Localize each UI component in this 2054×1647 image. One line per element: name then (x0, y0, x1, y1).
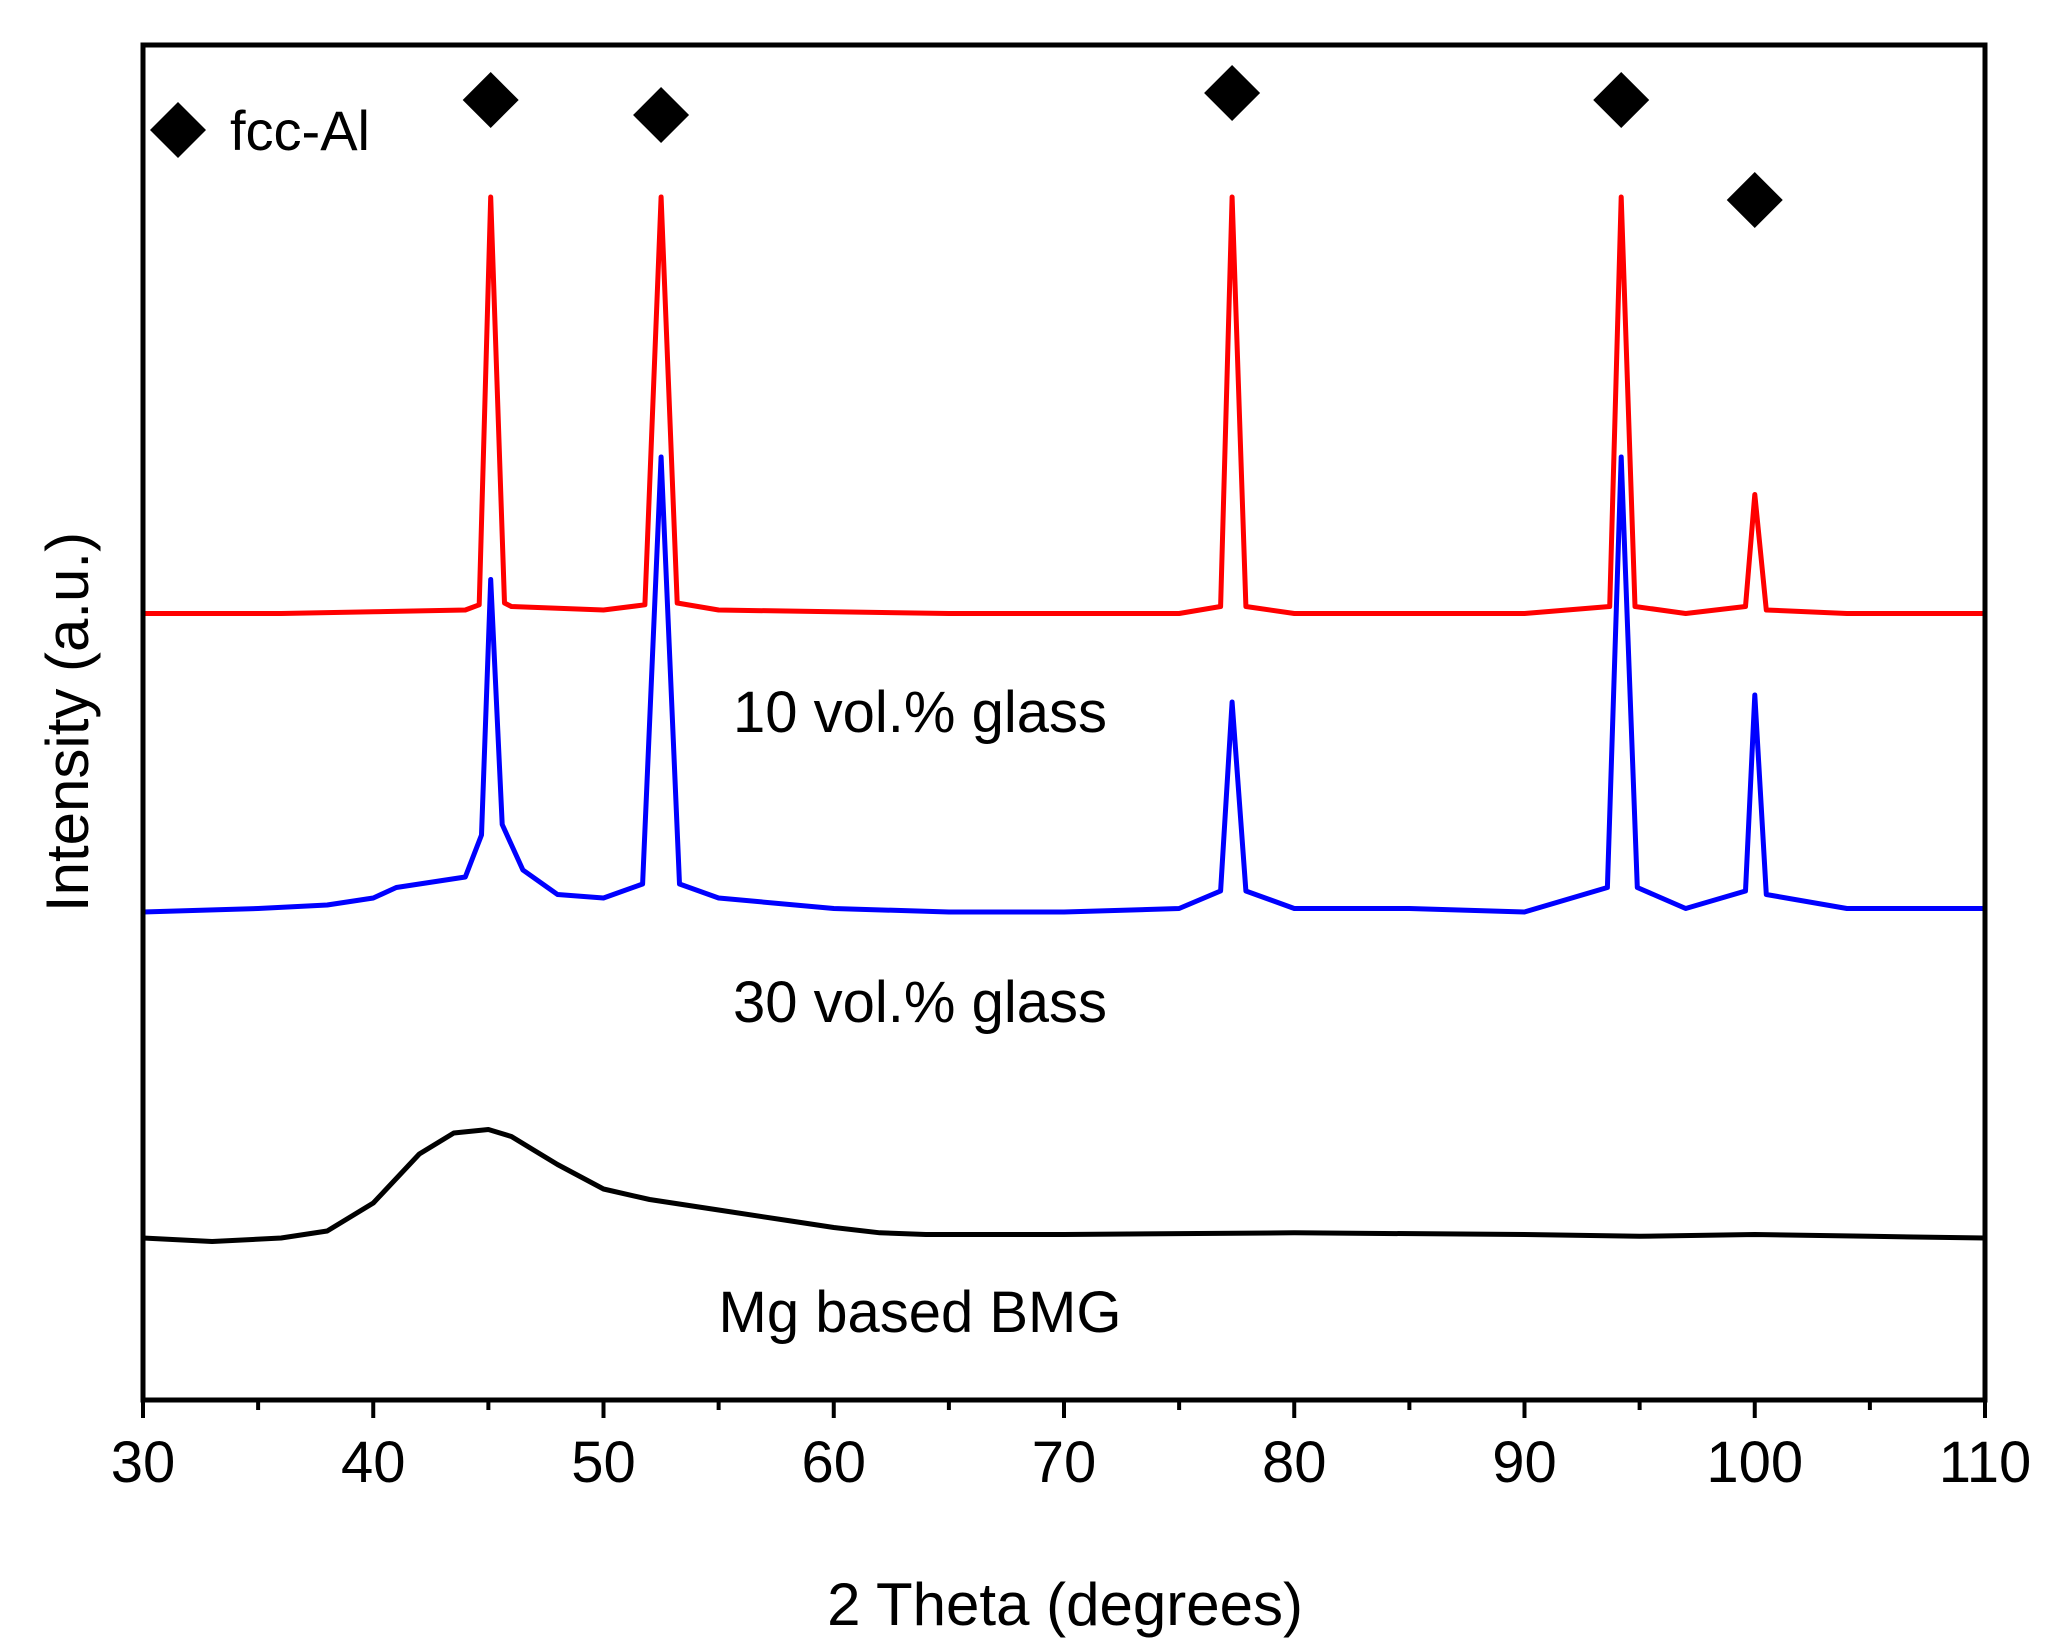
series-label-10-vol: 10 vol.% glass (733, 680, 1107, 745)
peak-marker-diamond-icon (1593, 72, 1650, 128)
x-tick-label: 70 (1032, 1430, 1097, 1495)
x-tick-label: 30 (111, 1430, 176, 1495)
x-tick-label: 90 (1492, 1430, 1557, 1495)
x-tick-label: 40 (341, 1430, 406, 1495)
series-line-0 (143, 194, 1985, 616)
peak-marker-diamond-icon (1204, 65, 1261, 121)
series-line-2 (142, 1127, 1986, 1244)
series-line-1 (142, 454, 1985, 915)
series-layer (142, 194, 1986, 1244)
x-tick-label: 50 (571, 1430, 636, 1495)
legend-label: fcc-Al (230, 99, 370, 162)
legend: fcc-Al (150, 99, 370, 162)
x-tick-label: 110 (1939, 1430, 2031, 1495)
x-axis-ticks: 30 40 50 60 70 80 90 100 110 (111, 1400, 2031, 1495)
x-tick-label: 60 (801, 1430, 866, 1495)
peak-marker-layer (462, 65, 1783, 228)
legend-diamond-icon (150, 102, 206, 158)
peak-marker-diamond-icon (462, 72, 519, 128)
series-label-30-vol: 30 vol.% glass (733, 970, 1107, 1035)
series-label-mg-bmg: Mg based BMG (719, 1280, 1122, 1345)
x-tick-label: 80 (1262, 1430, 1327, 1495)
peak-marker-diamond-icon (1726, 172, 1783, 228)
x-tick-label: 100 (1706, 1430, 1803, 1495)
peak-marker-diamond-icon (633, 87, 690, 143)
x-axis-label: 2 Theta (degrees) (827, 1571, 1303, 1638)
y-axis-label: Intensity (a.u.) (34, 532, 101, 912)
